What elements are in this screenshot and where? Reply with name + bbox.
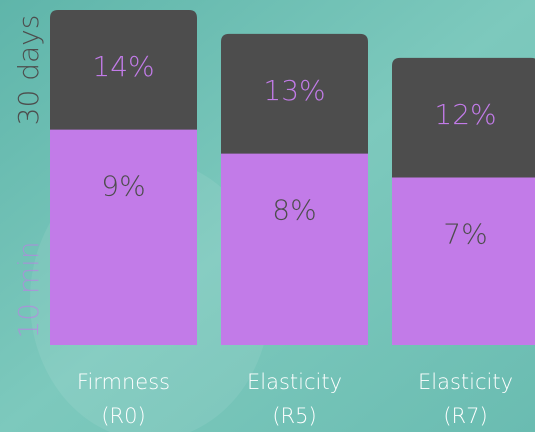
category-label: Firmness <box>77 370 170 394</box>
bar <box>392 178 535 346</box>
legend-label: 30 days <box>12 15 45 126</box>
category-label: (R7) <box>443 404 487 428</box>
value-label: 8% <box>272 194 316 227</box>
category-label: Elasticity <box>247 370 342 394</box>
value-label: 14% <box>92 50 154 83</box>
value-label: 13% <box>263 74 325 107</box>
category-label: (R0) <box>101 404 145 428</box>
value-label: 12% <box>434 98 496 131</box>
value-label: 9% <box>101 170 145 203</box>
value-label: 7% <box>443 218 487 251</box>
chart: 14% 13% 12% 9% 8% 7% Firmness (R0) Elasticity (R5… <box>0 0 535 432</box>
category-label: (R5) <box>272 404 316 428</box>
legend-label: 10 min <box>12 241 45 338</box>
bar <box>221 154 368 345</box>
bar <box>50 130 197 345</box>
category-label: Elasticity <box>418 370 513 394</box>
